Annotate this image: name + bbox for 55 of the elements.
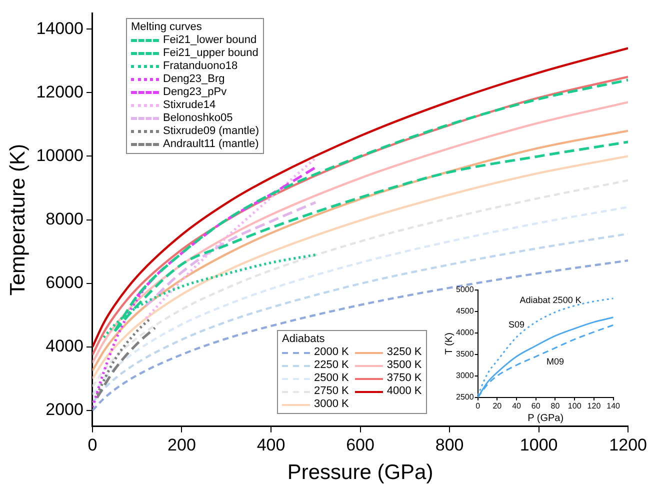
legend-label: 2000 K (314, 346, 349, 359)
x-tick-label: 0 (476, 401, 481, 410)
y-tick-label: 12000 (36, 82, 84, 102)
x-tick-label: 140 (606, 401, 621, 410)
x-tick-label: 400 (256, 435, 286, 454)
y-tick-label: 4500 (456, 306, 474, 316)
x-tick-label: 80 (550, 401, 560, 410)
y-tick-label: 3000 (456, 371, 474, 380)
y-axis-title: Temperature (K) (6, 144, 30, 296)
x-axis-title: P (GPa) (528, 412, 564, 424)
series-label: S09 (508, 320, 525, 330)
legend-label: Fei21_upper bound (163, 47, 258, 60)
legend-label: Andrault11 (mantle) (163, 138, 259, 151)
legend-label: Deng23_Brg (163, 73, 225, 86)
legend-label: Belonoshko05 (163, 112, 233, 125)
legend-label: 3750 K (386, 372, 422, 385)
legend-label: 3250 K (386, 346, 422, 359)
x-tick-label: 200 (168, 435, 196, 454)
legend-label: Stixrude09 (mantle) (163, 125, 259, 138)
text: Adiabat 2500 K (520, 294, 582, 305)
x-tick-label: 0 (88, 435, 98, 454)
y-tick-label: 2500 (456, 392, 474, 402)
legend-label: 3500 K (386, 359, 422, 372)
y-tick-label: 3500 (456, 350, 474, 359)
legend-label: Fratanduono18 (163, 60, 238, 73)
legend-label: 2500 K (314, 372, 349, 385)
x-tick-label: 1200 (609, 435, 648, 454)
legend-label: 4000 K (386, 385, 422, 398)
y-tick-label: 14000 (36, 18, 84, 38)
x-tick-label: 40 (512, 401, 522, 410)
legend-label: Deng23_pPv (163, 86, 227, 99)
x-tick-label: 120 (587, 401, 602, 410)
legend-title: Melting curves (131, 21, 203, 34)
legend-label: Stixrude14 (163, 99, 216, 112)
x-tick-label: 1000 (520, 435, 558, 454)
y-tick-label: 6000 (46, 273, 84, 292)
x-axis-title: Pressure (GPa) (287, 461, 434, 484)
x-tick-label: 100 (568, 401, 582, 410)
y-tick-label: 4000 (456, 328, 474, 338)
y-tick-label: 8000 (46, 209, 84, 228)
x-tick-label: 60 (531, 401, 541, 410)
legend-label: Fei21_lower bound (163, 34, 257, 47)
legend-label: 2250 K (314, 359, 349, 372)
x-tick-label: 20 (492, 401, 502, 410)
legend-label: 2750 K (314, 385, 349, 398)
y-tick-label: 2000 (46, 400, 84, 420)
y-tick-label: 5000 (456, 285, 474, 294)
x-tick-label: 800 (435, 435, 464, 454)
y-tick-label: 4000 (46, 336, 84, 356)
x-tick-label: 600 (346, 435, 374, 454)
y-axis-title: T (K) (444, 332, 455, 355)
annotation: Adiabats (282, 333, 326, 346)
y-tick-label: 10000 (36, 146, 84, 165)
legend-label: 3000 K (314, 398, 349, 411)
series-label: M09 (546, 356, 564, 366)
